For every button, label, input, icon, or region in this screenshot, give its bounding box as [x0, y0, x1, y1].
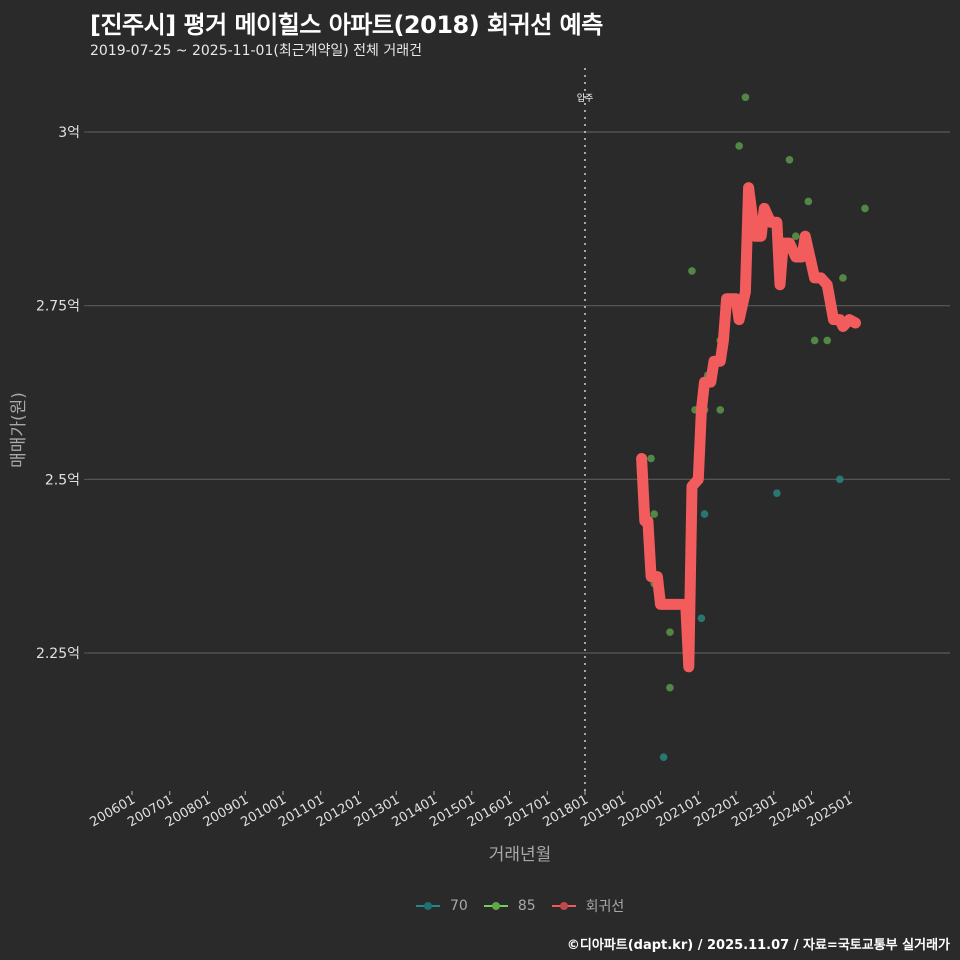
data-point-70 — [700, 510, 709, 518]
legend-key-70-icon — [416, 900, 440, 912]
source-caption: ©디아파트(dapt.kr) / 2025.11.07 / 자료=국토교통부 실… — [566, 938, 950, 953]
data-point-85 — [650, 510, 659, 518]
data-point-70 — [773, 489, 781, 498]
legend-item-85: 85 — [483, 898, 536, 914]
chart-subtitle: 2019-07-25 ~ 2025-11-01(최근계약일) 전체 거래건 — [90, 43, 422, 59]
y-axis-label: 매매가(원) — [9, 392, 29, 468]
data-point-70 — [836, 475, 844, 484]
chart-title: [진주시] 평거 메이힐스 아파트(2018) 회귀선 예측 — [90, 11, 603, 39]
legend: 70 85 회귀선 — [416, 896, 632, 916]
data-point-85 — [666, 683, 674, 692]
gridlines — [88, 131, 950, 654]
move-in-label: 입주 — [577, 92, 594, 104]
y-tick-label: 2.5억 — [45, 472, 80, 488]
data-point-85 — [666, 628, 674, 636]
data-point-85 — [810, 336, 819, 345]
legend-label-85: 85 — [517, 898, 536, 914]
legend-key-regression-icon — [551, 900, 576, 912]
data-point-85 — [741, 93, 750, 102]
data-point-70 — [659, 753, 668, 761]
data-point-85 — [735, 142, 743, 150]
move-in-annotation: 입주 — [577, 68, 594, 795]
data-point-85 — [791, 232, 800, 240]
data-point-85 — [839, 274, 847, 282]
regression-path — [636, 182, 861, 673]
y-tick-label: 3억 — [58, 125, 80, 141]
data-point-85 — [823, 336, 832, 345]
legend-key-85-icon — [483, 900, 508, 912]
data-point-85 — [804, 197, 813, 206]
regression-line — [636, 182, 861, 673]
y-axis-ticks: 2.25억 2.5억 2.75억 3억 — [36, 125, 88, 662]
data-point-70 — [697, 614, 706, 623]
x-axis-ticks: 2006012007012008012009012010012011012012… — [88, 791, 855, 830]
data-point-85 — [688, 267, 696, 275]
data-point-85 — [861, 204, 869, 213]
y-tick-label: 2.25억 — [36, 646, 80, 662]
data-point-85 — [716, 406, 725, 414]
legend-item-regression: 회귀선 — [551, 896, 625, 916]
legend-label-regression: 회귀선 — [585, 899, 625, 915]
data-point-85 — [647, 454, 655, 463]
legend-label-70: 70 — [450, 898, 468, 914]
y-tick-label: 2.75억 — [36, 299, 80, 315]
legend-item-70: 70 — [416, 898, 468, 914]
data-point-85 — [785, 155, 794, 164]
x-axis-label: 거래년월 — [488, 845, 552, 865]
